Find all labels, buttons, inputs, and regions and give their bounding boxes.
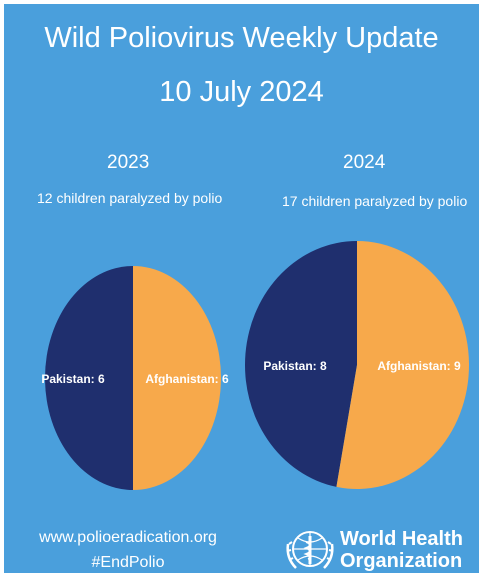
pie-2023-slice-0 — [45, 266, 133, 490]
pie-2024-slice-0 — [244, 241, 357, 487]
pie-2023-label-1: Afghanistan: 6 — [145, 372, 229, 386]
chart-subtitle-2023: 12 children paralyzed by polio — [37, 190, 223, 206]
chart-year-2024: 2024 — [343, 152, 386, 173]
pie-2024-slice-1 — [336, 241, 469, 489]
page-title: Wild Poliovirus Weekly Update — [44, 22, 439, 54]
chart-year-2023: 2023 — [107, 152, 150, 173]
who-wordmark-line2: Organization — [340, 550, 463, 572]
page-date: 10 July 2024 — [159, 76, 324, 108]
hashtag: #EndPolio — [91, 554, 165, 571]
pie-2024-label-0: Pakistan: 8 — [263, 359, 327, 373]
website-link[interactable]: www.polioeradication.org — [39, 529, 217, 546]
who-emblem-icon — [286, 531, 334, 569]
pie-2023-label-0: Pakistan: 6 — [41, 372, 105, 386]
pie-2023-slice-1 — [133, 266, 221, 490]
who-wordmark: World Health Organization — [340, 528, 463, 572]
chart-subtitle-2024: 17 children paralyzed by polio — [282, 193, 468, 209]
pie-2024-label-1: Afghanistan: 9 — [377, 359, 461, 373]
who-wordmark-line1: World Health — [340, 528, 463, 550]
